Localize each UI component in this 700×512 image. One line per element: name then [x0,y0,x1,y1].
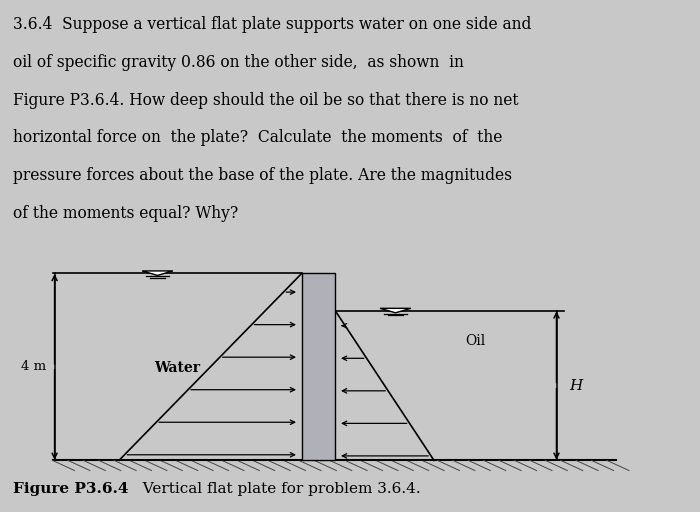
Text: Oil: Oil [466,334,486,348]
Text: H: H [569,378,582,393]
Text: 4 m: 4 m [21,360,46,373]
Text: pressure forces about the base of the plate. Are the magnitudes: pressure forces about the base of the pl… [13,167,512,184]
Polygon shape [142,271,173,275]
Text: Water: Water [154,361,200,375]
Text: Figure P3.6.4. How deep should the oil be so that there is no net: Figure P3.6.4. How deep should the oil b… [13,92,518,109]
Bar [49,271,620,461]
Text: Figure P3.6.4: Figure P3.6.4 [13,482,128,496]
Text: of the moments equal? Why?: of the moments equal? Why? [13,205,238,222]
Text: 3.6.4  Suppose a vertical flat plate supports water on one side and: 3.6.4 Suppose a vertical flat plate supp… [13,16,531,33]
Polygon shape [380,308,411,313]
Text: Vertical flat plate for problem 3.6.4.: Vertical flat plate for problem 3.6.4. [134,482,421,496]
Text: horizontal force on  the plate?  Calculate  the moments  of  the: horizontal force on the plate? Calculate… [13,130,502,146]
Text: oil of specific gravity 0.86 on the other side,  as shown  in: oil of specific gravity 0.86 on the othe… [13,54,463,71]
Bar [302,273,335,460]
